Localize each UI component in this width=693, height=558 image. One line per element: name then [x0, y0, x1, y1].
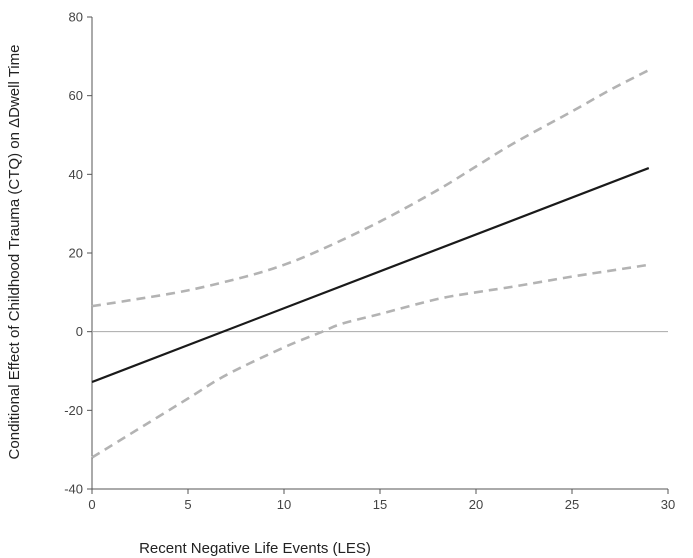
- lower-confidence-bound: [91, 263, 649, 459]
- conditional-effect-line: [91, 167, 650, 384]
- y-tick-label: -20: [64, 403, 83, 418]
- x-tick-label: 30: [661, 497, 675, 512]
- axes: [91, 17, 668, 490]
- x-tick-label: 10: [277, 497, 291, 512]
- x-tick-label: 5: [184, 497, 191, 512]
- x-tick-label: 0: [88, 497, 95, 512]
- y-tick-label: 0: [76, 324, 83, 339]
- x-axis-ticks: 0 5 10 15 20 25 30: [88, 489, 675, 512]
- y-tick-label: 80: [69, 10, 83, 25]
- y-axis-ticks: -40 -20 0 20 40 60 80: [64, 10, 92, 497]
- y-tick-label: 60: [69, 88, 83, 103]
- y-axis-title: Conditional Effect of Childhood Trauma (…: [6, 45, 23, 460]
- y-tick-label: 40: [69, 167, 83, 182]
- y-tick-label: 20: [69, 246, 83, 261]
- y-tick-label: -40: [64, 482, 83, 497]
- x-tick-label: 15: [373, 497, 387, 512]
- x-tick-label: 25: [565, 497, 579, 512]
- x-tick-label: 20: [469, 497, 483, 512]
- upper-confidence-bound: [91, 68, 650, 308]
- x-axis-title: Recent Negative Life Events (LES): [139, 540, 371, 557]
- series-layer: [91, 68, 650, 459]
